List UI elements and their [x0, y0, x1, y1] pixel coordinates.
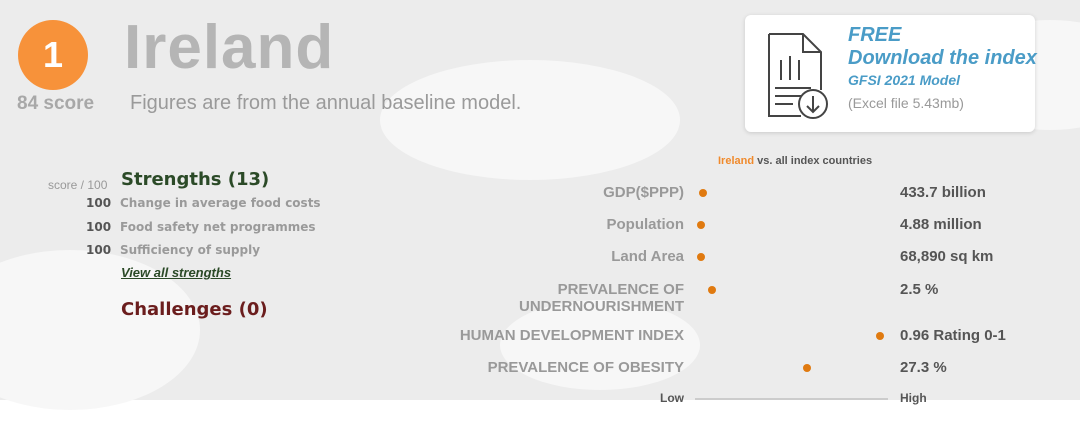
indicator-dot [696, 221, 705, 229]
indicator-label: Population [606, 216, 685, 233]
challenges-heading[interactable]: Challenges (0) [121, 299, 268, 320]
subtitle: Figures are from the annual baseline mod… [130, 92, 522, 114]
indicator-value: 68,890 sq km [900, 248, 994, 265]
strength-item: 100 Change in average food costs [86, 195, 321, 211]
strength-label: Change in average food costs [120, 196, 321, 210]
comparison-vs-text: vs. all index countries [754, 155, 873, 167]
indicator-dot [698, 189, 707, 197]
strength-score: 100 [86, 243, 112, 257]
strength-item: 100 Food safety net programmes [86, 219, 316, 235]
scale-high-label: High [900, 391, 927, 405]
indicator-dot [696, 253, 705, 261]
strength-item: 100 Sufficiency of supply [86, 242, 260, 258]
scale-track [695, 398, 888, 400]
indicator-dot [802, 364, 811, 372]
download-index-card[interactable]: FREE Download the index GFSI 2021 Model … [745, 15, 1037, 132]
indicator-dot [876, 332, 885, 340]
score-column-label: score / 100 [48, 178, 108, 192]
strengths-heading: Strengths (13) [121, 169, 270, 190]
free-label: FREE [848, 24, 902, 46]
download-link[interactable]: Download the index [848, 47, 1037, 69]
file-info: (Excel file 5.43mb) [848, 95, 964, 111]
indicator-label: PREVALENCE OF OBESITY [487, 359, 684, 376]
rank-badge: 1 [18, 20, 88, 90]
indicator-value: 433.7 billion [900, 184, 986, 201]
indicator-label: GDP($PPP) [603, 184, 684, 201]
strength-score: 100 [86, 220, 112, 234]
indicator-dot [708, 286, 717, 294]
strength-score: 100 [86, 196, 112, 210]
scale-low-label: Low [660, 391, 684, 405]
document-download-icon [768, 33, 828, 119]
indicator-value: 4.88 million [900, 216, 982, 233]
view-all-strengths-link[interactable]: View all strengths [121, 265, 232, 280]
comparison-caption: Ireland vs. all index countries [718, 155, 872, 168]
indicator-value: 2.5 % [900, 281, 939, 298]
indicator-value: 0.96 Rating 0-1 [900, 327, 1006, 344]
indicator-value: 27.3 % [900, 359, 947, 376]
strength-label: Food safety net programmes [120, 220, 316, 234]
indicator-label: HUMAN DEVELOPMENT INDEX [459, 327, 684, 344]
strength-label: Sufficiency of supply [120, 243, 261, 257]
overall-score: 84 score [17, 93, 95, 114]
country-title: Ireland [124, 13, 335, 82]
indicator-label: PREVALENCE OF UNDERNOURISHMENT [519, 281, 684, 315]
comparison-country: Ireland [718, 155, 755, 167]
indicator-label: Land Area [611, 248, 684, 265]
model-label: GFSI 2021 Model [848, 72, 961, 88]
